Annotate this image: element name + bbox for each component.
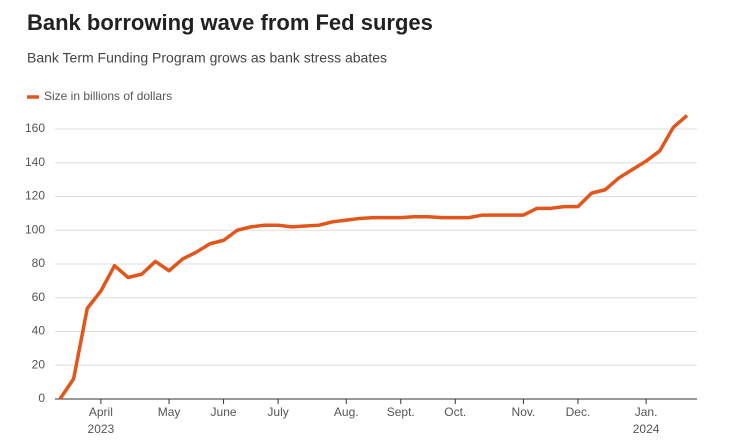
x-tick-label: May: [158, 405, 181, 419]
y-tick-label: 80: [32, 256, 46, 270]
x-tick-label: Sept.: [387, 405, 415, 419]
y-tick-label: 120: [25, 189, 45, 203]
x-tick-year: 2023: [88, 422, 115, 436]
y-tick-label: 20: [32, 357, 46, 371]
y-tick-label: 160: [25, 121, 45, 135]
x-tick-label: Oct.: [444, 405, 466, 419]
x-tick-label: April: [89, 405, 113, 419]
x-tick-label: Nov.: [512, 405, 536, 419]
y-tick-label: 100: [25, 222, 45, 236]
y-tick-label: 0: [38, 391, 45, 405]
x-tick-label: Jan.: [635, 405, 658, 419]
y-tick-label: 40: [32, 324, 46, 338]
x-tick-year: 2024: [633, 422, 660, 436]
chart-subtitle: Bank Term Funding Program grows as bank …: [27, 50, 387, 66]
chart-title: Bank borrowing wave from Fed surges: [27, 10, 433, 35]
x-tick-label: July: [267, 405, 288, 419]
y-tick-label: 60: [32, 290, 46, 304]
x-tick-label: Aug.: [334, 405, 359, 419]
data-line: [58, 114, 689, 400]
x-tick-label: Dec.: [566, 405, 591, 419]
legend-label: Size in billions of dollars: [44, 89, 172, 103]
y-tick-label: 140: [25, 155, 45, 169]
x-tick-label: June: [211, 405, 237, 419]
